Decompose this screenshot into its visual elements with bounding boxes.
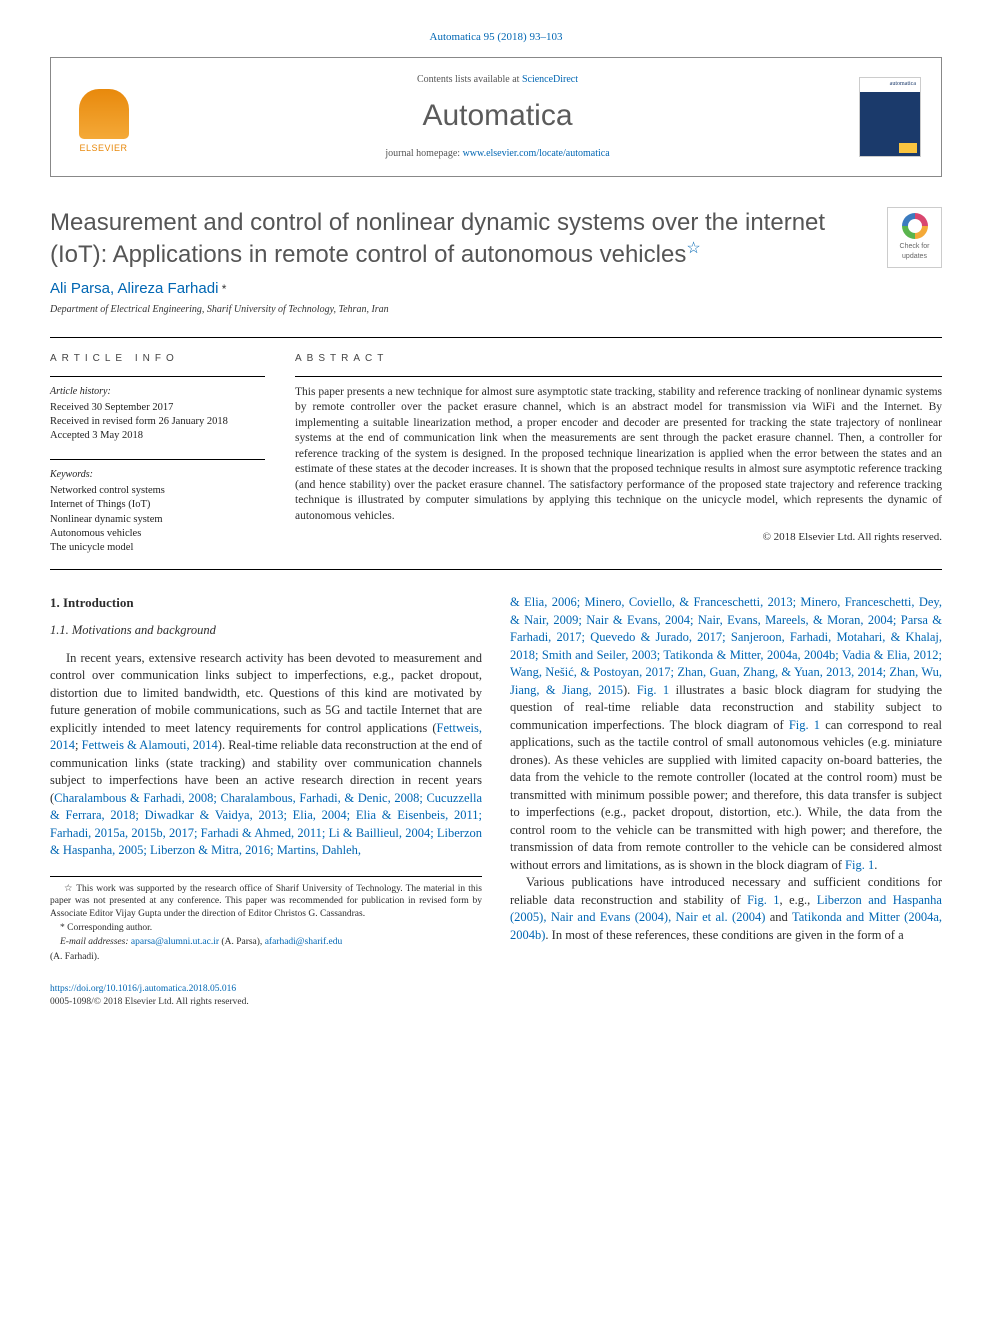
doi-link[interactable]: https://doi.org/10.1016/j.automatica.201… [50,983,942,996]
keywords-block: Keywords: Networked control systems Inte… [50,459,265,555]
fn1-text: This work was supported by the research … [50,884,482,919]
ref-list-col2[interactable]: & Elia, 2006; Minero, Coviello, & France… [510,595,942,697]
email1-name: (A. Parsa), [219,937,265,947]
p2-text-b: , e.g., [780,893,817,907]
history-received: Received 30 September 2017 [50,401,265,415]
journal-cover-thumbnail: automatica [859,77,921,157]
abstract-heading: ABSTRACT [295,352,942,366]
fig1-link-4[interactable]: Fig. 1 [747,893,779,907]
keywords-list: Networked control systems Internet of Th… [50,484,265,555]
homepage-line: journal homepage: www.elsevier.com/locat… [136,147,859,161]
footnote-funding: ☆ This work was supported by the researc… [50,883,482,920]
issn-copyright: 0005-1098/© 2018 Elsevier Ltd. All right… [50,996,942,1009]
article-info-column: ARTICLE INFO Article history: Received 3… [50,352,265,555]
info-abstract-row: ARTICLE INFO Article history: Received 3… [50,352,942,555]
title-footnote-marker: ☆ [686,240,700,257]
ref-list-col1[interactable]: Charalambous & Farhadi, 2008; Charalambo… [50,791,482,858]
affiliation: Department of Electrical Engineering, Sh… [50,303,942,317]
fn2-marker: * [60,923,65,933]
history-label: Article history: [50,385,265,399]
article-title: Measurement and control of nonlinear dyn… [50,207,867,269]
journal-name: Automatica [136,95,859,137]
article-info-heading: ARTICLE INFO [50,352,265,366]
history-revised: Received in revised form 26 January 2018 [50,415,265,429]
corresponding-marker: * [218,282,226,296]
footnote-emails: E-mail addresses: aparsa@alumni.ut.ac.ir… [50,936,482,948]
section-1-1-heading: 1.1. Motivations and background [50,622,482,640]
col2-text-d: . [874,858,877,872]
title-text: Measurement and control of nonlinear dyn… [50,209,825,267]
homepage-prefix: journal homepage: [385,148,462,159]
title-row: Measurement and control of nonlinear dyn… [50,207,942,269]
crossmark-icon [902,213,928,239]
intro-paragraph-1: In recent years, extensive research acti… [50,650,482,860]
email-label: E-mail addresses: [60,937,131,947]
contents-prefix: Contents lists available at [417,74,522,85]
footnote-corresponding: * Corresponding author. [50,922,482,934]
check-updates-badge[interactable]: Check for updates [887,207,942,268]
journal-header: ELSEVIER Contents lists available at Sci… [50,57,942,177]
sciencedirect-link[interactable]: ScienceDirect [522,74,578,85]
abstract-column: ABSTRACT This paper presents a new techn… [295,352,942,555]
intro-paragraph-2: Various publications have introduced nec… [510,874,942,944]
ref-fettweis-alamouti-2014[interactable]: Fettweis & Alamouti, 2014 [82,738,218,752]
divider-bottom [50,569,942,570]
section-1-heading: 1. Introduction [50,594,482,612]
header-center: Contents lists available at ScienceDirec… [136,73,859,161]
fig1-link-3[interactable]: Fig. 1 [845,858,874,872]
fn2-text: Corresponding author. [67,923,152,933]
cover-title: automatica [890,80,916,88]
elsevier-tree-icon [79,89,129,139]
abstract-copyright: © 2018 Elsevier Ltd. All rights reserved… [295,530,942,545]
check-updates-label: Check for updates [900,243,930,260]
divider-top [50,337,942,338]
fn1-marker: ☆ [64,884,73,894]
email-parsa[interactable]: aparsa@alumni.ut.ac.ir [131,937,219,947]
page-footer: https://doi.org/10.1016/j.automatica.201… [50,983,942,1010]
p2-text-c: and [765,910,792,924]
publisher-name: ELSEVIER [79,142,127,155]
body-columns: 1. Introduction 1.1. Motivations and bac… [50,594,942,963]
info-rule-2 [50,459,265,460]
abstract-rule [295,376,942,377]
authors-list[interactable]: Ali Parsa, Alireza Farhadi [50,280,218,297]
p2-text-d: . In most of these references, these con… [545,928,903,942]
p1-sep1: ; [75,738,82,752]
journal-reference: Automatica 95 (2018) 93–103 [50,30,942,45]
homepage-link[interactable]: www.elsevier.com/locate/automatica [463,148,610,159]
fig1-link-2[interactable]: Fig. 1 [789,718,820,732]
footnote-emails-line2: (A. Farhadi). [50,951,482,963]
p1-text-a: In recent years, extensive research acti… [50,651,482,735]
history-accepted: Accepted 3 May 2018 [50,429,265,443]
fig1-link-1[interactable]: Fig. 1 [637,683,669,697]
abstract-text: This paper presents a new technique for … [295,385,942,525]
authors: Ali Parsa, Alireza Farhadi * [50,278,942,299]
contents-line: Contents lists available at ScienceDirec… [136,73,859,87]
publisher-logo: ELSEVIER [71,80,136,155]
keywords-label: Keywords: [50,468,265,482]
email-farhadi[interactable]: afarhadi@sharif.edu [265,937,343,947]
col2-text-c: can correspond to real applications, suc… [510,718,942,872]
col2-text-a: ). [623,683,637,697]
intro-paragraph-1-continued: & Elia, 2006; Minero, Coviello, & France… [510,594,942,874]
footnotes: ☆ This work was supported by the researc… [50,876,482,963]
info-rule-1 [50,376,265,377]
